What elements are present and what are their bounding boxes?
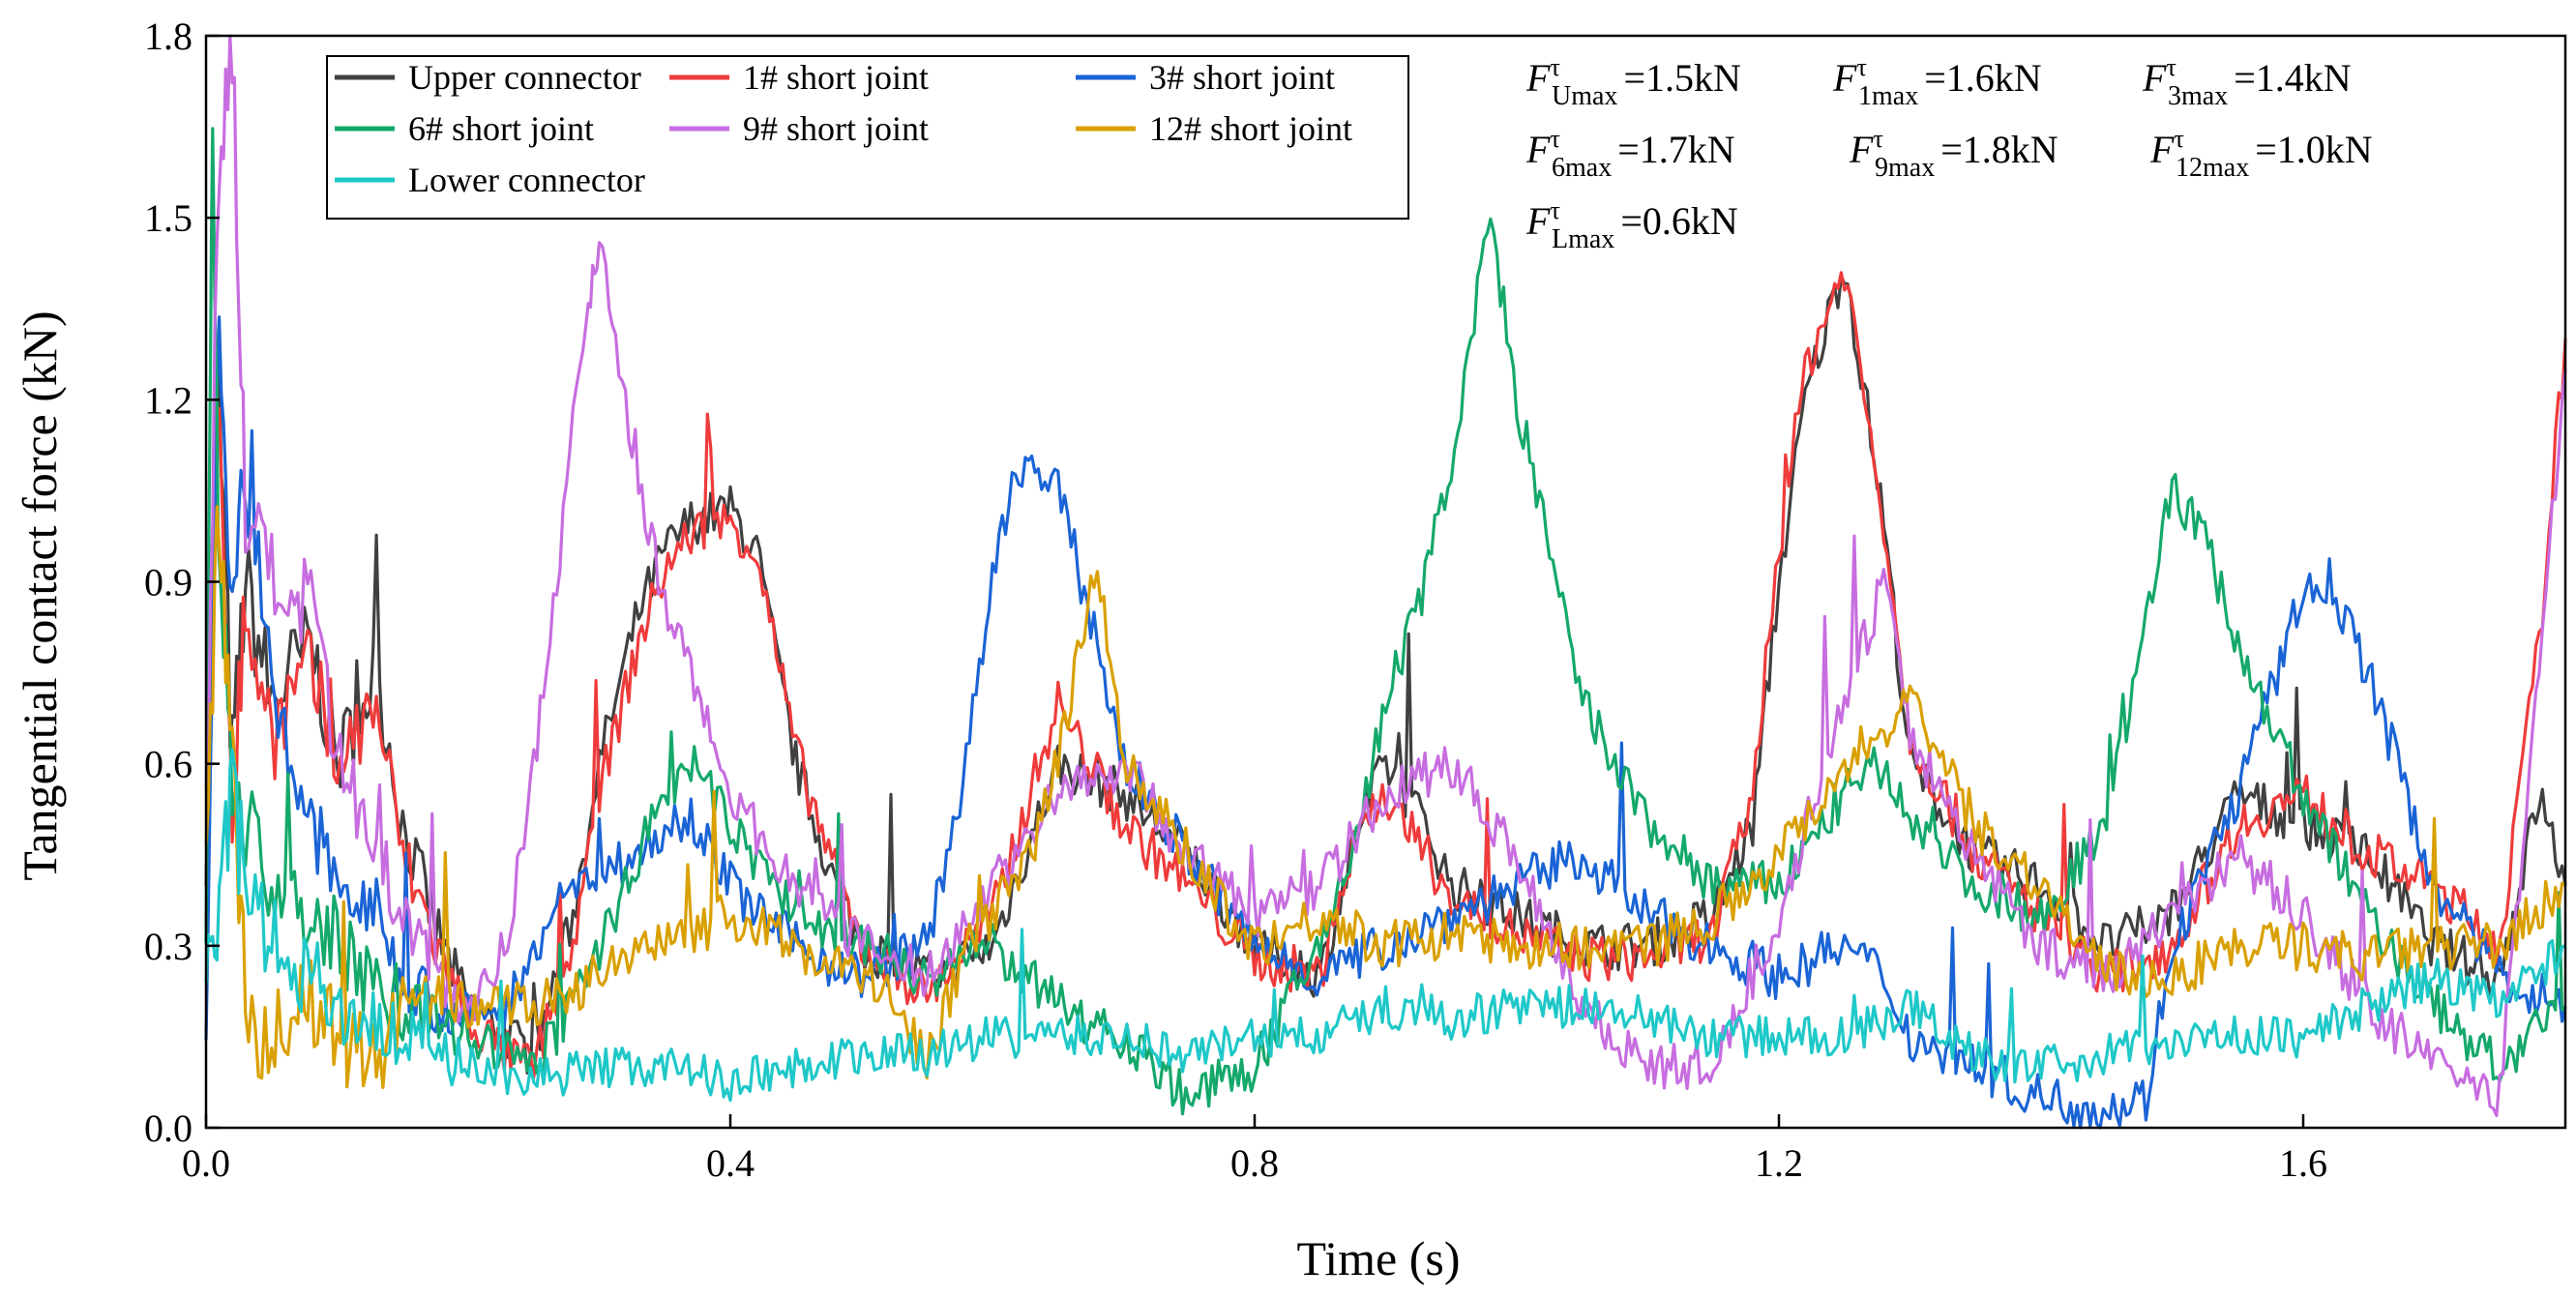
y-tick-label: 0.0 (144, 1106, 192, 1150)
legend-label: Lower connector (408, 161, 645, 199)
x-axis-title: Time (s) (1296, 1231, 1460, 1285)
legend-label: 12# short joint (1149, 109, 1352, 148)
y-tick-label: 1.5 (144, 196, 192, 240)
legend-label: 1# short joint (743, 58, 929, 97)
axes-layer: 0.0 0.4 0.8 1.2 1.6 0.0 0.3 0.6 0.9 1.2 1.5 1.8 (144, 15, 2327, 1185)
y-tick-label: 0.6 (144, 743, 192, 786)
legend-label: Upper connector (408, 58, 641, 97)
annotation-1-max: Fτ 1max =1.6kN (1832, 53, 2042, 111)
x-tick-label: 1.6 (2279, 1141, 2327, 1185)
y-tick-label: 1.8 (144, 15, 192, 58)
series-line-5 (204, 505, 2566, 1090)
series-line-0 (204, 275, 2567, 1076)
series-line-1 (204, 271, 2567, 1079)
legend-label: 3# short joint (1149, 58, 1335, 97)
y-axis-title: Tangential contact force (kN) (13, 310, 67, 880)
legend-box (326, 55, 1409, 220)
legend-label: 9# short joint (743, 109, 929, 148)
series-layer (204, 34, 2567, 1130)
max-force-annotations: Fτ Umax =1.5kN Fτ 1max =1.6kN Fτ 3max =1.4kN F… (1525, 53, 2373, 254)
annotation-lower-max: Fτ Lmax =0.6kN (1525, 196, 1738, 254)
legend-label: 6# short joint (408, 109, 594, 148)
series-line-6 (204, 748, 2566, 1103)
y-tick-label: 0.3 (144, 925, 192, 968)
x-tick-label: 0.4 (706, 1141, 755, 1185)
x-tick-label: 0.0 (182, 1141, 230, 1185)
annotation-3-max: Fτ 3max =1.4kN (2142, 53, 2352, 111)
series-line-4 (204, 34, 2567, 1118)
y-tick-label: 1.2 (144, 378, 192, 422)
series-line-3 (204, 127, 2567, 1116)
annotation-upper-max: Fτ Umax =1.5kN (1525, 53, 1741, 111)
annotation-6-max: Fτ 6max =1.7kN (1525, 125, 1735, 183)
annotation-9-max: Fτ 9max =1.8kN (1849, 125, 2058, 183)
y-tick-label: 0.9 (144, 561, 192, 605)
legend: Upper connector 1# short joint 3# short jo… (326, 55, 1409, 220)
annotation-12-max: Fτ 12max =1.0kN (2149, 125, 2373, 183)
x-tick-label: 0.8 (1230, 1141, 1279, 1185)
x-tick-label: 1.2 (1755, 1141, 1803, 1185)
legend-items: Upper connector 1# short joint 3# short jo… (335, 58, 1352, 199)
